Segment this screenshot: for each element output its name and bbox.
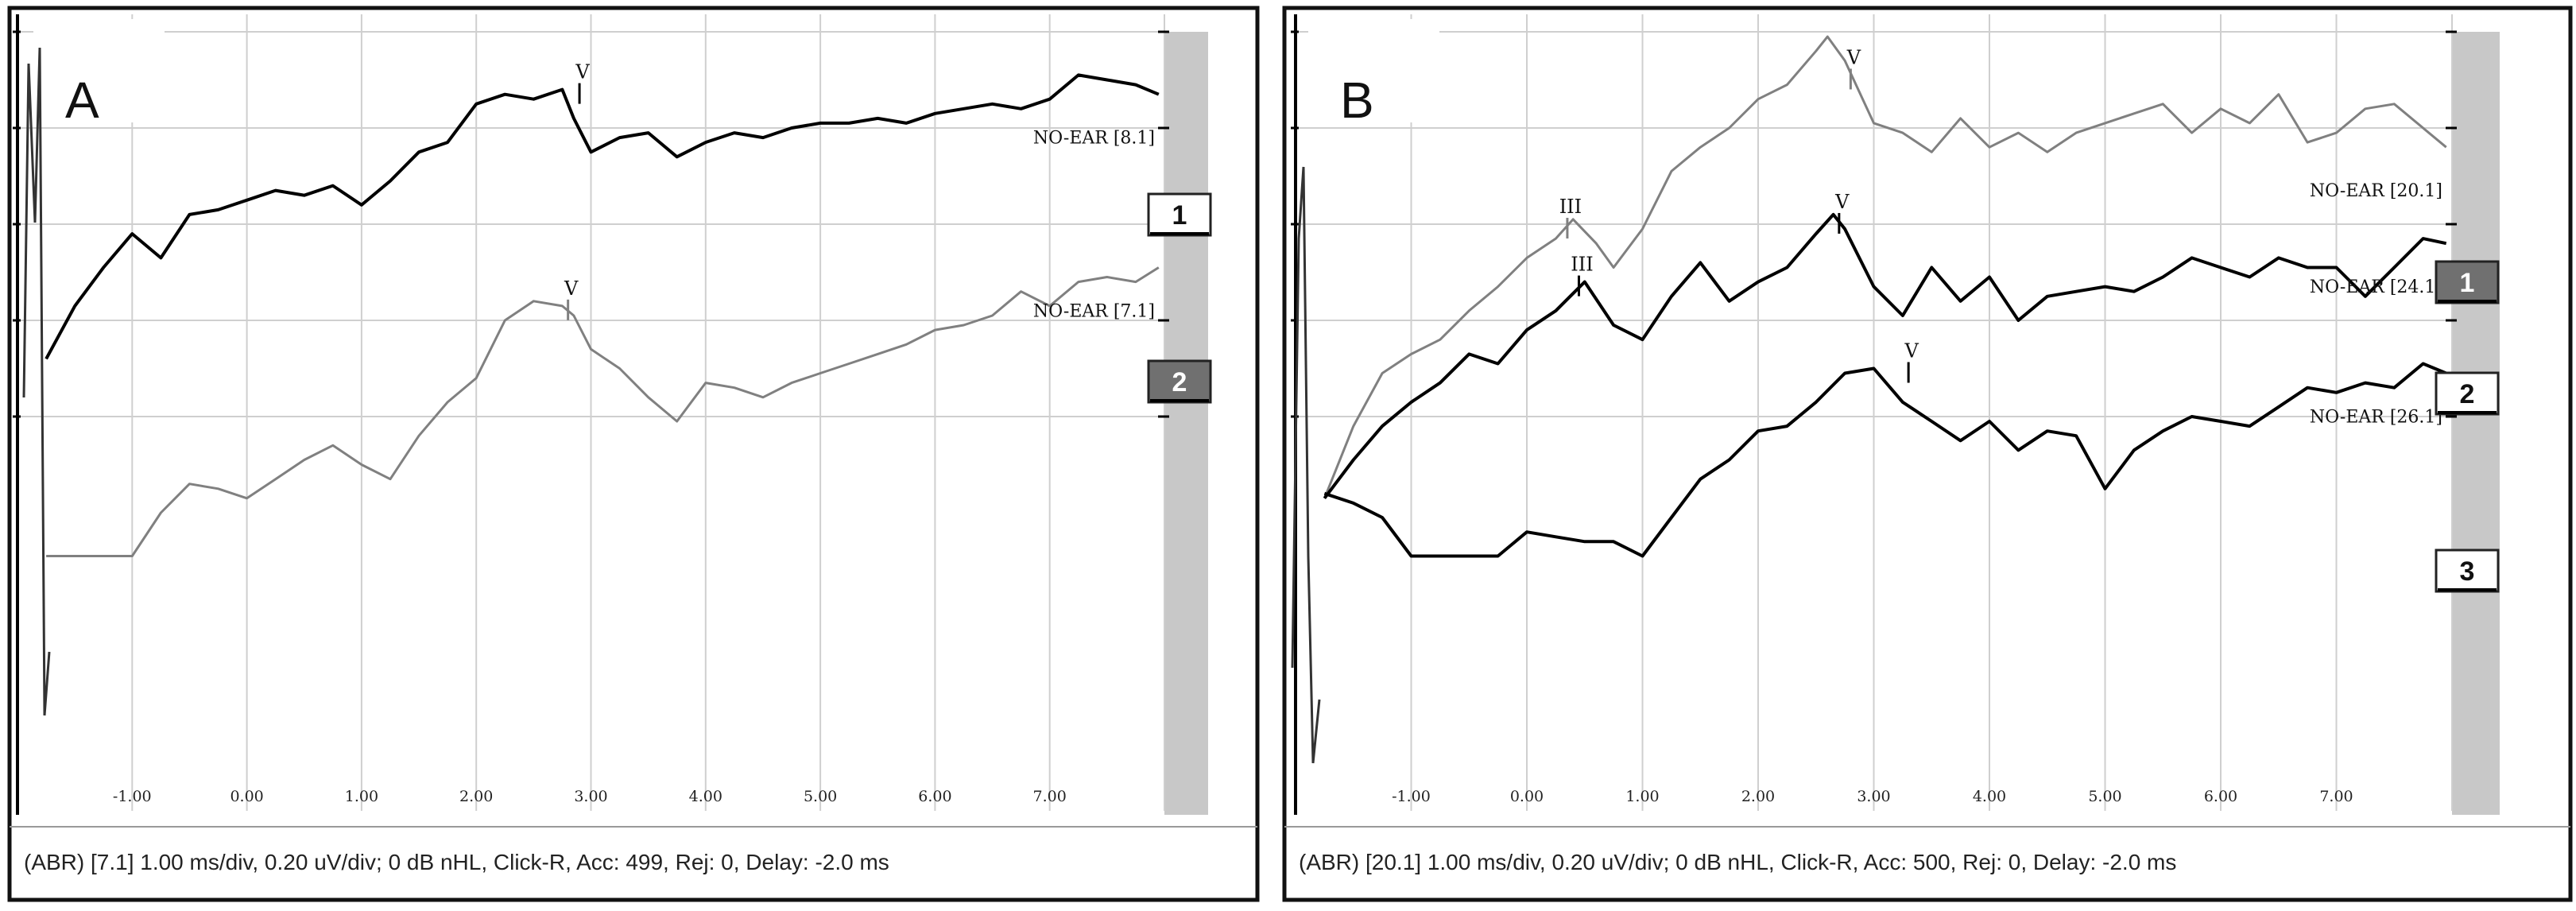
channel-button-label: 1 [2460,268,2475,298]
peak-label-v: V [1904,340,1919,362]
channel-button-label: 2 [2460,379,2475,409]
x-tick-labels: -1.00 0.00 1.00 2.00 3.00 4.00 5.00 6.00 7.00 [1392,788,2353,805]
waveform-1: NO-EAR [8.1] V [45,61,1160,360]
panel-frame [1282,6,2573,902]
peak-label-v: V [575,61,590,83]
x-tick-label: 5.00 [2088,788,2121,805]
channel-button-bg[interactable] [2435,549,2500,593]
channel-button-2[interactable]: 2 [2435,371,2500,416]
peak-label-v: V [564,277,579,300]
waveform-line [1323,35,2447,499]
x-tick-labels: -1.00 0.00 1.00 2.00 3.00 4.00 5.00 6.00 7.00 [113,788,1067,805]
status-bar-text: (ABR) [20.1] 1.00 ms/div, 0.20 uV/div; 0… [1299,850,2176,874]
waveform-2: NO-EAR [24.1] III V [1323,191,2447,500]
channel-button-label: 3 [2460,556,2475,587]
x-tick-label: 6.00 [2204,788,2237,805]
stimulus-artifact [22,47,51,716]
status-bar-text: (ABR) [7.1] 1.00 ms/div, 0.20 uV/div; 0 … [24,850,889,874]
x-tick-label: 5.00 [804,788,837,805]
panel-a: A -1.00 0.00 1.00 2.00 3.00 4.00 5.00 6.00 7.00 NO… [7,6,1260,902]
x-tick-label: 0.00 [230,788,263,805]
panel-label-box [1308,19,1439,122]
x-tick-label: 1.00 [1625,788,1659,805]
waveform-line [46,266,1160,557]
peak-label-iii: III [1559,196,1582,218]
channel-rail [1164,32,1208,815]
x-tick-label: 2.00 [459,788,493,805]
channel-button-bg[interactable] [2435,371,2500,416]
x-tick-label: 4.00 [1973,788,2006,805]
waveform-tag: NO-EAR [8.1] [1033,129,1155,149]
channel-button-3[interactable]: 3 [2435,549,2500,593]
x-tick-label: 2.00 [1741,788,1775,805]
waveform-tag: NO-EAR [24.1] [2310,277,2442,297]
x-tick-label: 7.00 [2319,788,2353,805]
x-tick-label: 4.00 [689,788,722,805]
channel-button-label: 2 [1172,367,1187,397]
panel-label: A [65,72,99,129]
peak-label-v: V [1846,46,1861,68]
waveform-tag: NO-EAR [20.1] [2310,181,2442,201]
waveform-2: NO-EAR [7.1] V [46,266,1160,557]
channel-button-1[interactable]: 1 [1147,192,1212,237]
waveform-3: NO-EAR [26.1] V [1323,340,2447,558]
channel-rail [2452,32,2500,815]
peak-label-v: V [1834,191,1850,213]
x-tick-label: 1.00 [345,788,378,805]
waveform-line [1323,212,2447,500]
stimulus-artifact [1291,166,1321,764]
x-tick-label: 3.00 [574,788,607,805]
panel-label: B [1340,72,1374,129]
channel-button-2[interactable]: 2 [1147,359,1212,404]
x-tick-label: -1.00 [113,788,152,805]
channel-button-bg[interactable] [1147,192,1212,237]
channel-button-1[interactable]: 1 [2435,260,2500,304]
waveform-line [1323,362,2447,558]
channel-button-label: 1 [1172,200,1187,231]
x-tick-label: 3.00 [1857,788,1890,805]
x-tick-label: 0.00 [1510,788,1544,805]
x-tick-label: 6.00 [918,788,951,805]
waveform-1: NO-EAR [20.1] III V [1323,35,2447,499]
peak-label-iii: III [1571,254,1593,276]
waveform-line [45,73,1160,360]
panel-b: B -1.00 0.00 1.00 2.00 3.00 4.00 5.00 6.00 7.00 NO… [1282,6,2573,902]
waveform-tag: NO-EAR [7.1] [1033,301,1155,321]
waveform-tag: NO-EAR [26.1] [2310,408,2442,428]
x-tick-label: 7.00 [1033,788,1067,805]
panel-label-box [33,19,165,122]
x-tick-label: -1.00 [1392,788,1431,805]
